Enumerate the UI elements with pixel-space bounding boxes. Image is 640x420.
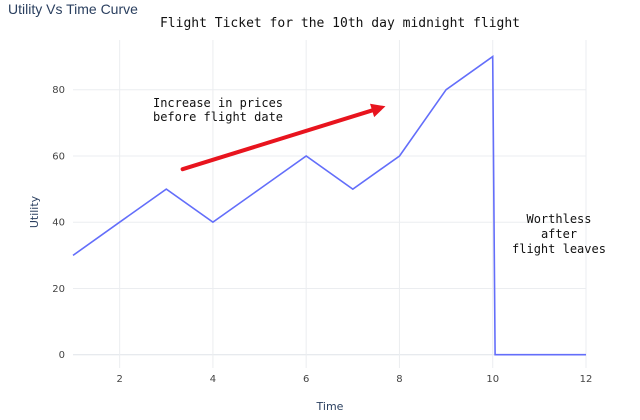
x-axis-ticks: 2 4 6 8 10 12: [116, 374, 592, 385]
annotation-line: Worthless: [526, 212, 591, 226]
annotation-line: after: [541, 227, 577, 241]
chart-subtitle: Flight Ticket for the 10th day midnight …: [160, 16, 520, 31]
chart-title: Utility Vs Time Curve: [8, 1, 138, 17]
x-tick-label: 2: [116, 374, 122, 385]
y-tick-label: 20: [52, 284, 65, 295]
x-tick-label: 12: [580, 374, 593, 385]
y-tick-label: 40: [52, 218, 65, 229]
y-tick-label: 0: [59, 350, 65, 361]
x-tick-label: 6: [303, 374, 309, 385]
x-tick-label: 10: [486, 374, 499, 385]
y-axis-ticks: 0 20 40 60 80: [52, 85, 65, 361]
trend-arrow: [180, 103, 386, 172]
x-tick-label: 8: [396, 374, 402, 385]
annotation-worthless: Worthless after flight leaves: [512, 212, 606, 256]
annotation-line: before flight date: [153, 110, 283, 124]
series-line: [72, 55, 586, 356]
y-tick-label: 80: [52, 85, 65, 96]
y-tick-label: 60: [52, 151, 65, 162]
annotation-line: flight leaves: [512, 242, 606, 256]
x-tick-label: 4: [210, 374, 216, 385]
trend-arrow-head: [370, 103, 386, 118]
x-axis-title: Time: [316, 400, 344, 413]
y-axis-title: Utility: [28, 195, 41, 228]
grid: [73, 40, 587, 368]
annotation-price-increase: Increase in prices before flight date: [153, 96, 283, 124]
annotation-line: Increase in prices: [153, 96, 283, 110]
trend-arrow-shaft: [180, 108, 375, 172]
